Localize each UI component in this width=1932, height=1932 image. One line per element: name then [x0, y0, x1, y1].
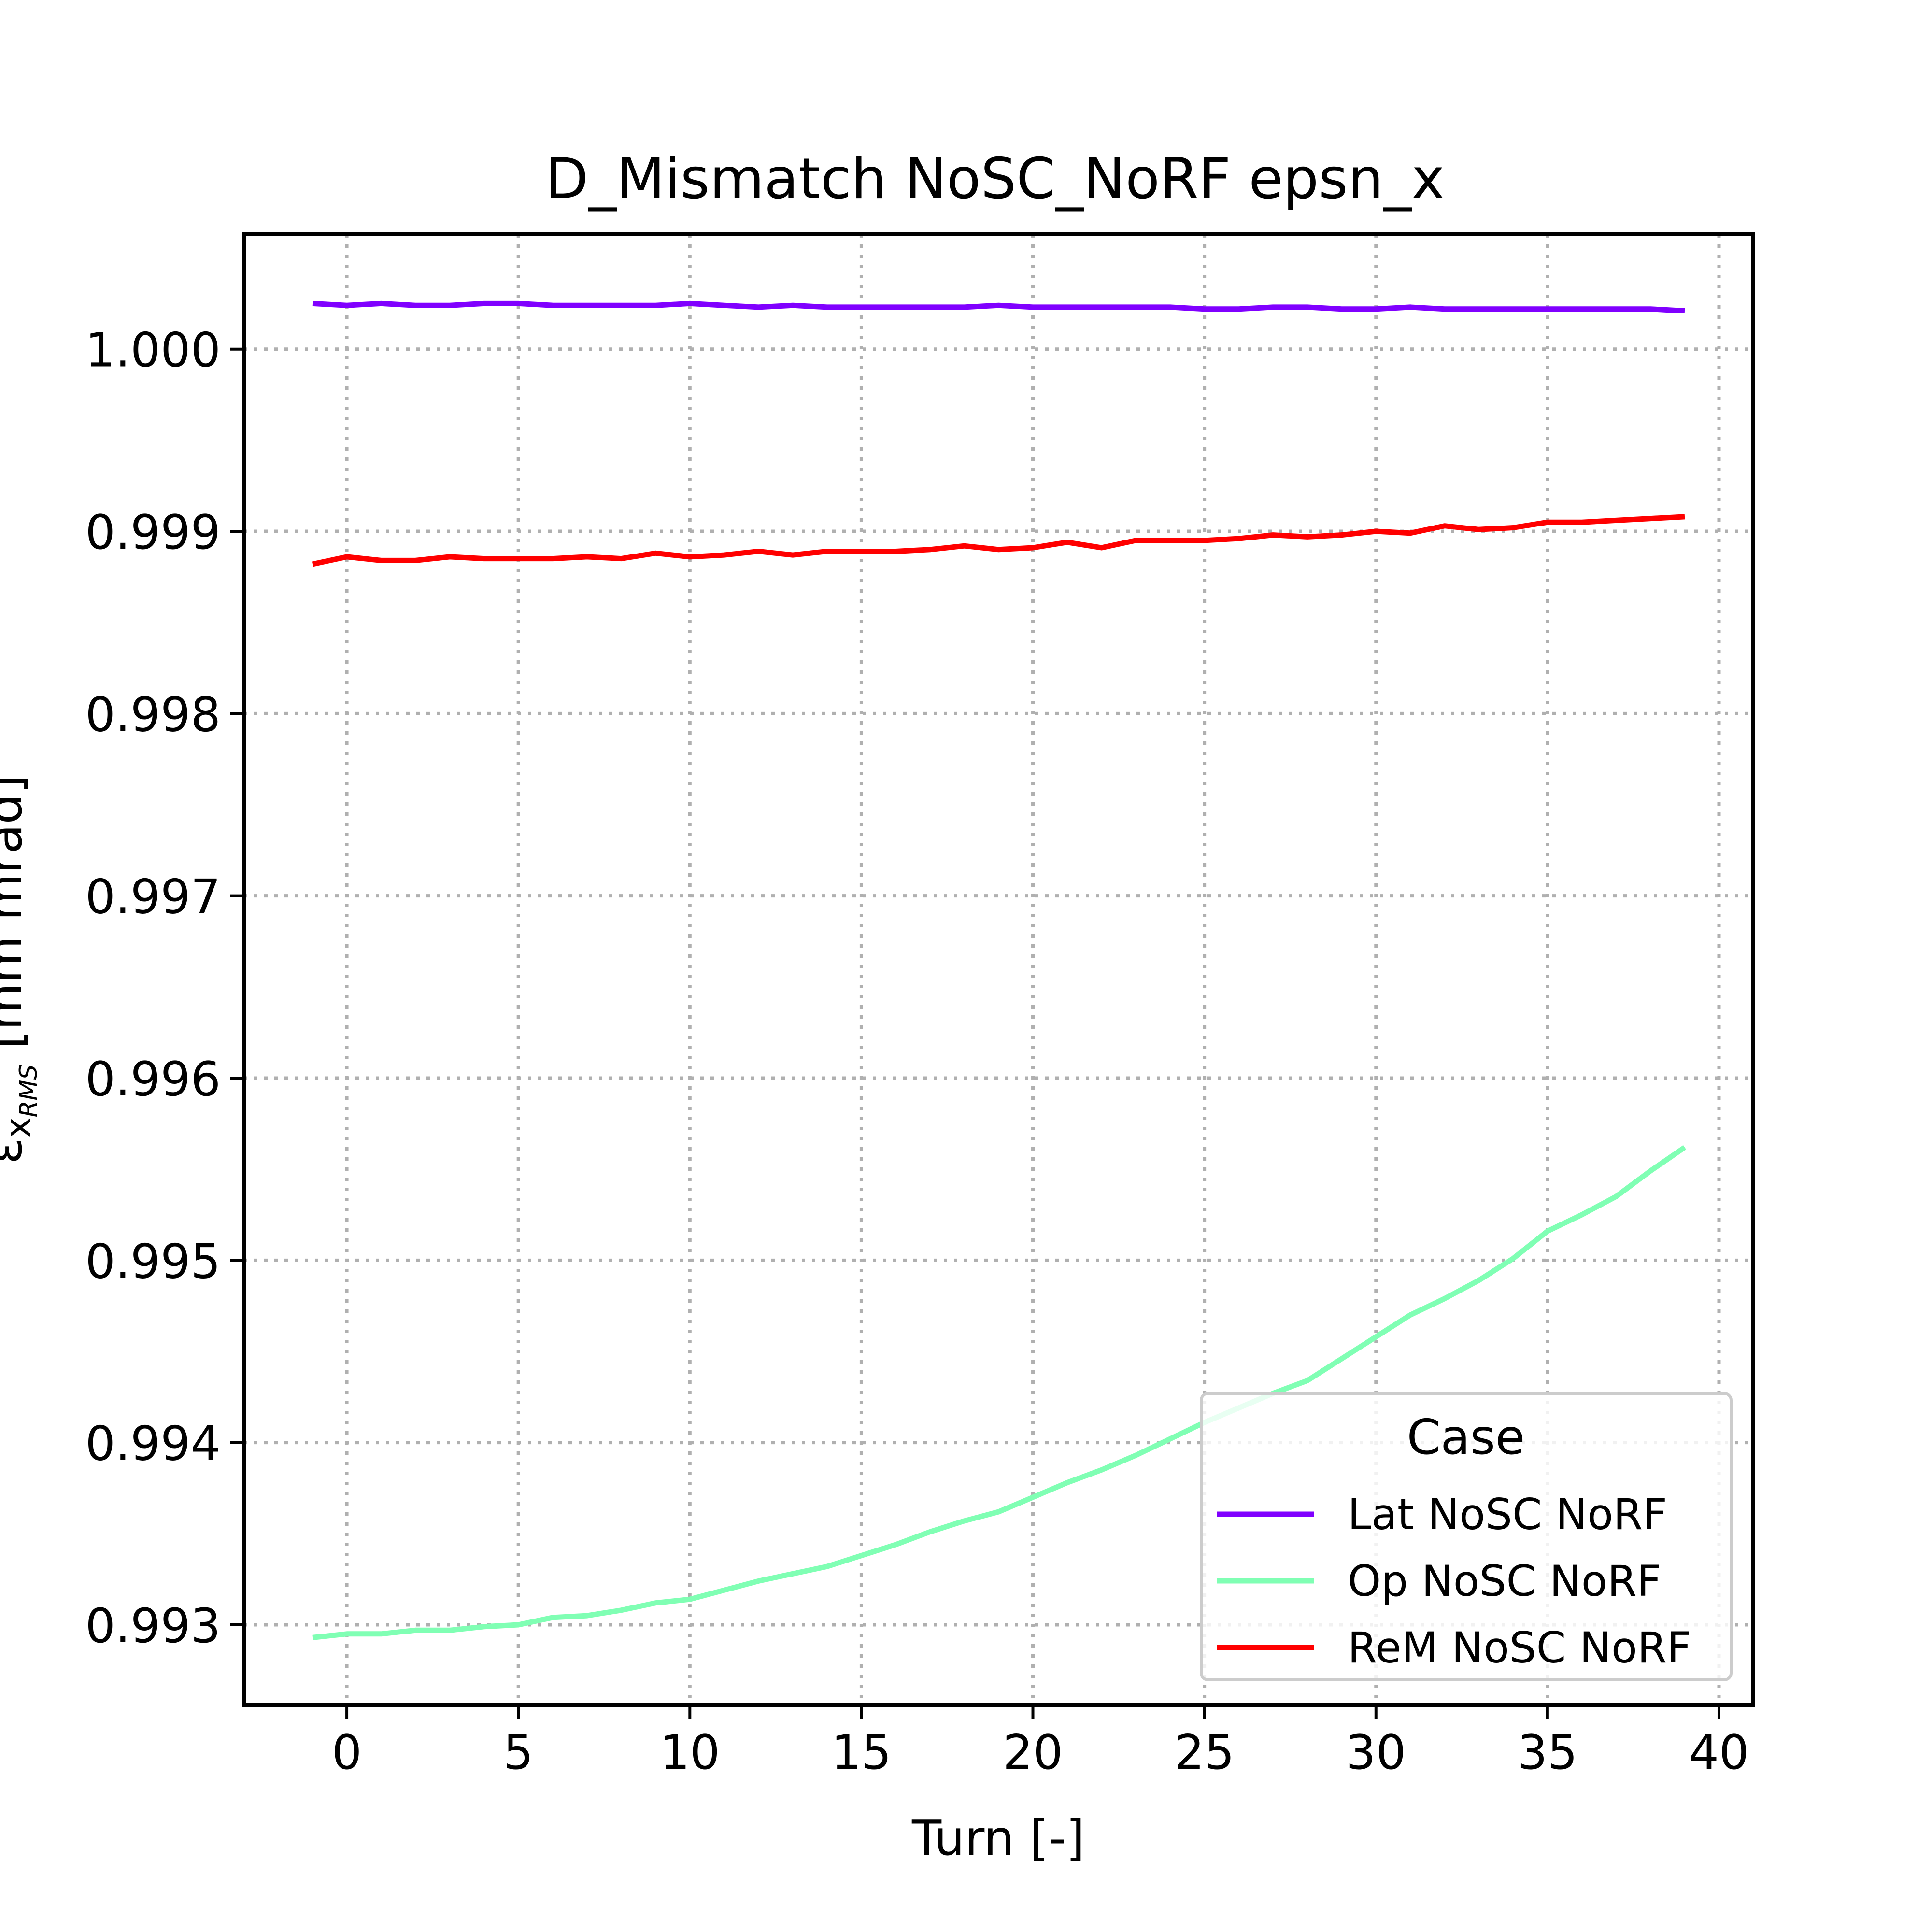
series-line-2: [312, 1145, 1687, 1640]
y-axis-label-unit: [mm mrad]: [0, 775, 33, 1065]
axis-ticks: 0 5 10 15 20 25 30 35 40 0.993 0.994 0.995 0.996 0.99…: [85, 323, 1749, 1780]
y-axis-label-symbol: ε: [0, 1138, 33, 1164]
series-line-3: [312, 514, 1685, 567]
legend-label: Lat NoSC NoRF: [1348, 1490, 1667, 1539]
x-tick-label: 10: [660, 1725, 720, 1780]
chart-title: D_Mismatch NoSC_NoRF epsn_x: [545, 146, 1445, 212]
y-tick-label: 0.993: [85, 1599, 221, 1654]
y-tick-label: 0.996: [85, 1052, 221, 1107]
y-tick-label: 0.997: [85, 870, 221, 925]
x-tick-label: 40: [1689, 1725, 1749, 1780]
y-axis-label-subsub: RMS: [14, 1065, 43, 1118]
legend-label: ReM NoSC NoRF: [1348, 1623, 1691, 1673]
x-tick-label: 15: [831, 1725, 892, 1780]
x-axis-label: Turn [-]: [911, 1810, 1085, 1866]
legend-title: Case: [1407, 1409, 1525, 1465]
plot-frame: [242, 232, 1755, 1707]
x-tick-label: 0: [332, 1725, 362, 1780]
legend-items: Lat NoSC NoRF Op NoSC NoRF ReM NoSC NoRF: [1217, 1490, 1691, 1673]
x-tick-label: 35: [1518, 1725, 1578, 1780]
x-tick-label: 25: [1174, 1725, 1235, 1780]
series-line-1: [312, 300, 1685, 313]
y-tick-label: 0.995: [85, 1234, 221, 1289]
y-axis-label-sub: x: [0, 1117, 38, 1138]
series-lines: [312, 300, 1687, 1640]
x-tick-label: 20: [1003, 1725, 1063, 1780]
legend-box: [1200, 1392, 1733, 1681]
x-tick-label: 5: [503, 1725, 533, 1780]
y-tick-label: 0.994: [85, 1417, 221, 1472]
legend: Case Lat NoSC NoRF Op NoSC NoRF ReM NoSC N…: [1200, 1392, 1733, 1681]
legend-label: Op NoSC NoRF: [1348, 1556, 1661, 1606]
y-tick-label: 0.998: [85, 687, 221, 742]
x-tick-label: 30: [1346, 1725, 1406, 1780]
y-tick-label: 1.000: [85, 323, 221, 378]
y-tick-label: 0.999: [85, 505, 221, 560]
y-axis-label: εxRMS [mm mrad]: [0, 775, 43, 1164]
